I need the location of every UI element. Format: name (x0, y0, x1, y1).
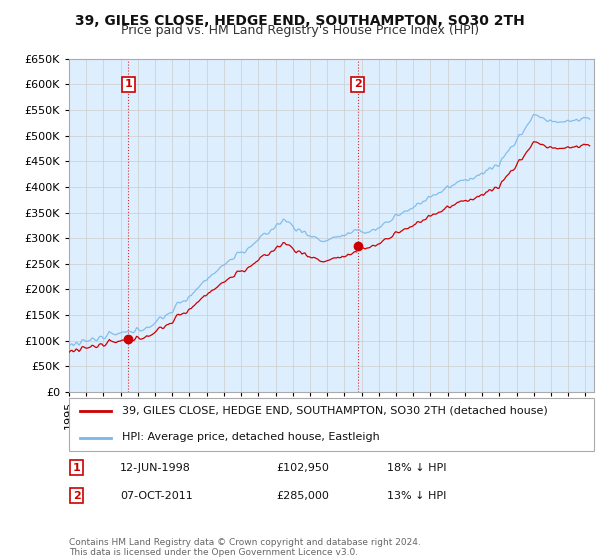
Text: 39, GILES CLOSE, HEDGE END, SOUTHAMPTON, SO30 2TH: 39, GILES CLOSE, HEDGE END, SOUTHAMPTON,… (75, 14, 525, 28)
FancyBboxPatch shape (69, 398, 594, 451)
Text: 39, GILES CLOSE, HEDGE END, SOUTHAMPTON, SO30 2TH (detached house): 39, GILES CLOSE, HEDGE END, SOUTHAMPTON,… (121, 406, 547, 416)
Text: 07-OCT-2011: 07-OCT-2011 (120, 491, 193, 501)
Text: £102,950: £102,950 (276, 463, 329, 473)
Text: 1: 1 (73, 463, 80, 473)
Text: 18% ↓ HPI: 18% ↓ HPI (387, 463, 446, 473)
Text: 2: 2 (73, 491, 80, 501)
Text: 2: 2 (354, 80, 362, 90)
Text: 1: 1 (124, 80, 132, 90)
Text: 12-JUN-1998: 12-JUN-1998 (120, 463, 191, 473)
Text: HPI: Average price, detached house, Eastleigh: HPI: Average price, detached house, East… (121, 432, 379, 442)
Text: Contains HM Land Registry data © Crown copyright and database right 2024.
This d: Contains HM Land Registry data © Crown c… (69, 538, 421, 557)
Text: Price paid vs. HM Land Registry's House Price Index (HPI): Price paid vs. HM Land Registry's House … (121, 24, 479, 37)
Text: 13% ↓ HPI: 13% ↓ HPI (387, 491, 446, 501)
Text: £285,000: £285,000 (276, 491, 329, 501)
